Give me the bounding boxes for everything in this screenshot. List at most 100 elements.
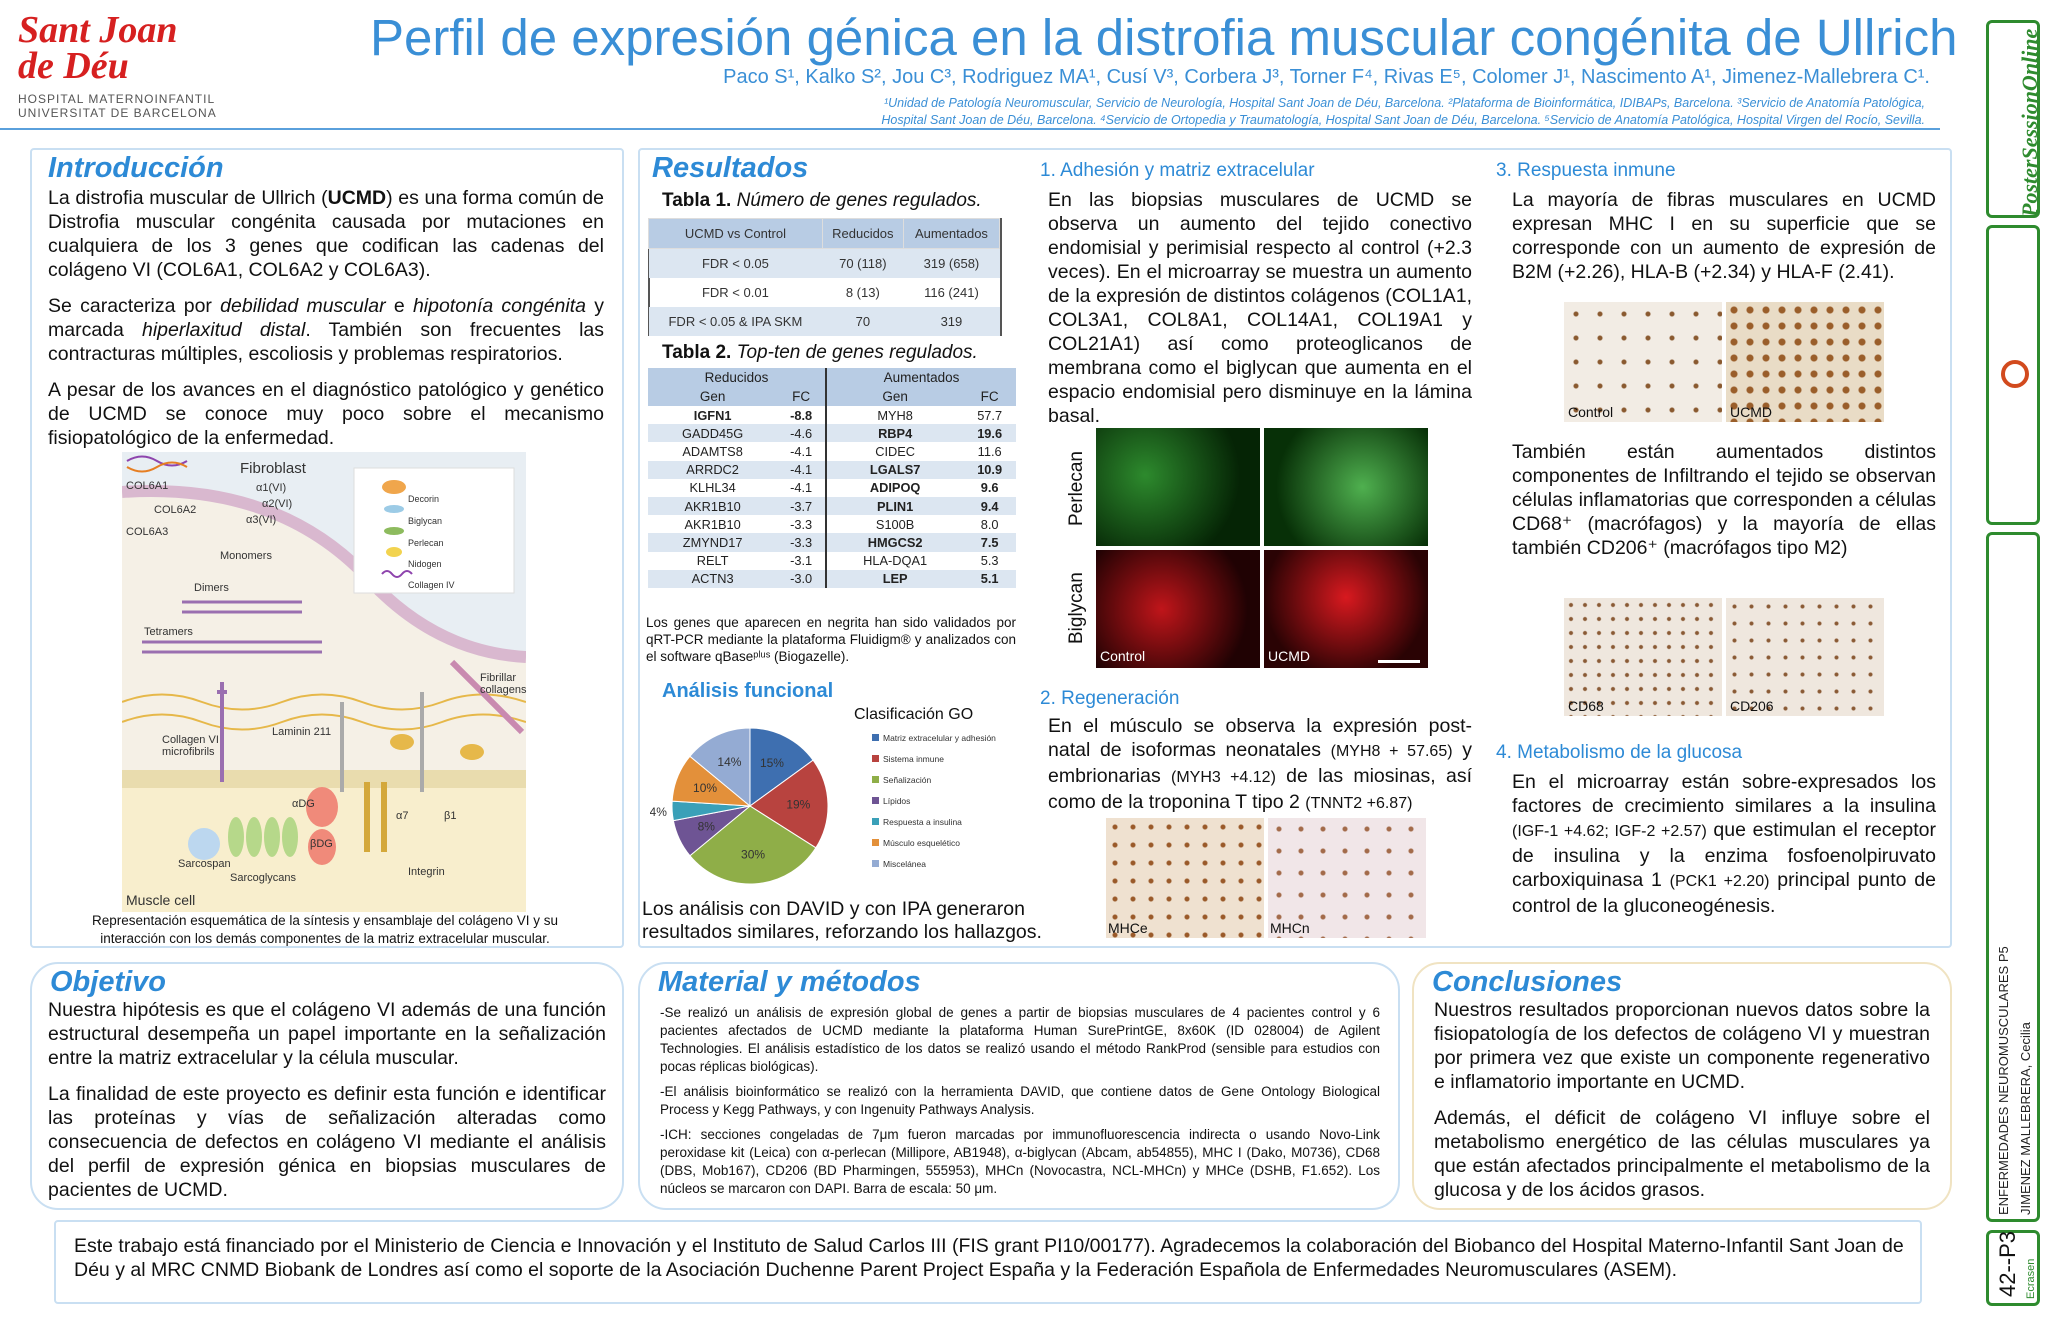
conclusiones-p1: Nuestros resultados proporcionan nuevos … (1434, 999, 1930, 1093)
table-row: FDR < 0.01 8 (13) 116 (241) (701, 284, 979, 300)
intro-panel (30, 148, 624, 948)
legend-label: Lípidos (883, 796, 910, 806)
functional-analysis-heading: Análisis funcional (662, 680, 834, 702)
sponsor-logo-box (1986, 225, 2040, 525)
logo-hospital: HOSPITAL MATERNOINFANTIL (18, 92, 216, 106)
conclusiones-p2: Además, el déficit de colágeno VI influy… (1434, 1107, 1930, 1201)
brand: Ecrasen (2025, 1258, 2037, 1299)
table-row: ZMYND17 -3.3 HMGCS2 7.5 (648, 533, 1016, 552)
pie-label: 4% (650, 805, 667, 819)
intro-heading: Introducción (48, 152, 224, 184)
pie-slice (689, 805, 817, 885)
legend-swatch (872, 734, 879, 741)
table-row: ARRDC2 -4.1 LGALS7 10.9 (648, 460, 1016, 479)
label-sarcospan: Sarcospan (178, 858, 231, 870)
label-sarcoglycans: Sarcoglycans (230, 872, 297, 884)
go-pie-chart: 15% 19% 30% 8% 4% 10%14% Matriz extracelular y… (650, 727, 996, 885)
metodos-p2: -El análisis bioinformático se realizó c… (660, 1084, 1380, 1117)
pie-label: 15% (760, 756, 784, 770)
header-rule (0, 128, 1940, 130)
label-mhce: MHCe (1108, 920, 1148, 936)
regen-heading: 2. Regeneración (1040, 688, 1180, 709)
session-topic: ENFERMEDADES NEUROMUSCULARES P5 (1996, 946, 2011, 1215)
micro-mhc-ucmd (1726, 302, 1884, 422)
label-col6a3: COL6A3 (126, 526, 169, 538)
funding-text: Este trabajo está financiado por el Mini… (74, 1235, 1904, 1281)
micro-mhce (1106, 818, 1264, 938)
conclusiones-heading: Conclusiones (1432, 966, 1623, 998)
diagram-caption: Representación esquemática de la síntesi… (91, 913, 559, 946)
table2-title: Tabla 2. Top-ten de genes regulados. (662, 342, 978, 363)
label-muscle-cell: Muscle cell (126, 892, 196, 908)
legend-label: Señalización (883, 775, 931, 785)
session-info: ENFERMEDADES NEUROMUSCULARES P5 JIMENEZ … (1993, 946, 2037, 1215)
logo-university: UNIVERSITAT DE BARCELONA (18, 106, 217, 120)
label-laminin: Laminin 211 (272, 726, 332, 738)
diagram-labels: Fibroblast COL6A1 COL6A2 COL6A3 α1(VI) α… (124, 458, 526, 910)
micro-biglycan-ucmd (1264, 550, 1428, 668)
results-heading: Resultados (652, 152, 809, 184)
hospital-logo: Sant Joan de Déu HOSPITAL MATERNOINFANTI… (18, 11, 218, 122)
table-row: FDR < 0.05 70 (118) 319 (658) (648, 248, 1000, 278)
regen-text: En el músculo se observa la expresión po… (1048, 715, 1472, 813)
adhesion-text: En las biopsias musculares de UCMD se ob… (1048, 189, 1472, 427)
label-perlecan: Perlecan (1066, 451, 1087, 526)
table-row: IGFN1 -8.8 MYH8 57.7 (693, 406, 1003, 425)
label-mhcn: MHCn (1270, 920, 1310, 936)
micro-mhcn (1268, 818, 1426, 938)
label-cd206: CD206 (1730, 698, 1774, 714)
metodos-panel (638, 962, 1400, 1210)
session-sidebar: PosterSessionOnline ENFERMEDADES NEUROMU… (1982, 20, 2044, 1310)
intro-p2: Se caracteriza por debilidad muscular e … (48, 295, 604, 365)
legend-label: Sistema inmune (883, 754, 944, 764)
glucose-text: En el microarray están sobre-expresados … (1512, 771, 1937, 917)
legend-biglycan: Biglycan (408, 516, 443, 526)
micro-perlecan-control (1096, 428, 1260, 546)
intro-p1: La distrofia muscular de Ullrich (UCMD) … (48, 187, 605, 281)
legend-perlecan: Perlecan (408, 538, 444, 548)
legend-label: Miscelánea (883, 859, 926, 869)
conclusiones-text: Nuestros resultados proporcionan nuevos … (1434, 998, 1930, 1214)
funding-panel (54, 1220, 1922, 1304)
affiliation-line1: ¹Unidad de Patología Neuromuscular, Serv… (883, 96, 1925, 110)
table-row: AKR1B10 -3.3 S100B 8.0 (684, 515, 999, 534)
legend-swatch (872, 818, 879, 825)
t2-group-reduced: Reducidos (648, 368, 827, 387)
label-tetramers: Tetramers (144, 626, 193, 638)
table-row: RELT -3.1 HLA-DQA1 5.3 (696, 551, 999, 570)
pie-slice (689, 727, 751, 808)
legend-label: Músculo esquelético (883, 838, 960, 848)
legend-swatch (872, 839, 879, 846)
objetivo-p1: Nuestra hipótesis es que el colágeno VI … (48, 999, 606, 1069)
table2-note: Los genes que aparecen en negrita han si… (646, 615, 1016, 664)
table2: Reducidos Aumentados Gen FC Gen FC IGFN1 -8.8… (648, 368, 1016, 588)
micro-cd68 (1564, 598, 1722, 716)
label-a7: α7 (396, 810, 409, 822)
micro-cd206 (1726, 598, 1884, 716)
intro-text: La distrofia muscular de Ullrich (UCMD) … (48, 186, 604, 462)
micro-biglycan-control (1096, 550, 1260, 668)
logo-line2: de Déu (18, 45, 129, 87)
table-row: ACTN3 -3.0 LEP 5.1 (648, 569, 1016, 588)
poster-code-box: 42--P3 Ecrasen (1986, 1230, 2040, 1306)
pie-slice (749, 759, 829, 849)
pie-label: 19% (786, 797, 810, 811)
metodos-p3: -ICH: secciones congeladas de 7μm fueron… (660, 1127, 1380, 1196)
table-row: ADAMTS8 -4.1 CIDEC 11.6 (682, 442, 1002, 461)
pie-label: 10% (693, 781, 717, 795)
label-fibroblast: Fibroblast (240, 460, 306, 477)
intro-p3: A pesar de los avances en el diagnóstico… (48, 379, 604, 449)
scale-bar (1378, 660, 1420, 663)
session-author: JIMENEZ MALLEBRERA, Cecilia (2018, 1022, 2033, 1215)
label-dimers: Dimers (194, 582, 229, 594)
label-adg: αDG (292, 798, 315, 810)
poster-title: Perfil de expresión génica en la distrof… (370, 9, 1958, 66)
t1-head-2: Aumentados (902, 218, 1001, 249)
table-row: GADD45G -4.6 RBP4 19.6 (648, 424, 1016, 443)
objetivo-panel (30, 962, 624, 1210)
authors: Paco S¹, Kalko S², Jou C³, Rodriguez MA¹… (723, 66, 1930, 88)
label-a1: α1(VI) (256, 482, 287, 494)
label-monomers: Monomers (220, 550, 272, 562)
legend-swatch (872, 860, 879, 867)
pie-label: 14% (717, 755, 741, 769)
